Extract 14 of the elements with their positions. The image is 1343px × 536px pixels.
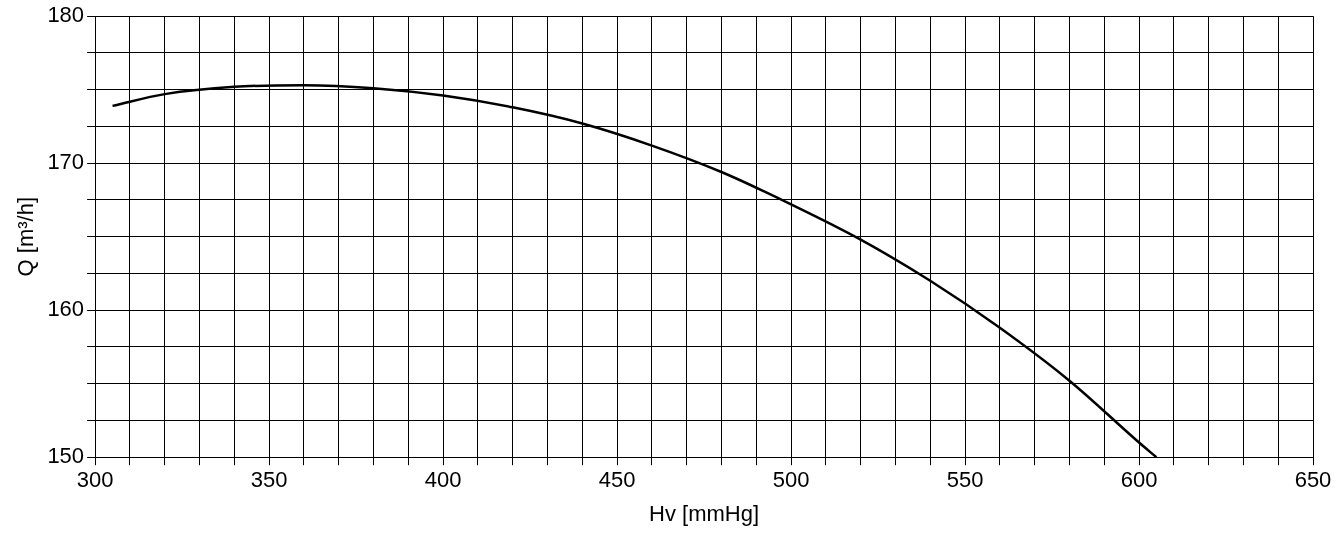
x-tick-label: 350 bbox=[250, 467, 288, 493]
y-tick-label: 180 bbox=[47, 2, 85, 28]
x-tick-label: 300 bbox=[76, 467, 114, 493]
x-axis-title: Hv [mmHg] bbox=[649, 500, 760, 526]
x-tick-label: 600 bbox=[1120, 467, 1158, 493]
y-tick-label: 170 bbox=[47, 149, 85, 175]
x-tick-label: 500 bbox=[772, 467, 810, 493]
x-tick-label: 400 bbox=[424, 467, 462, 493]
x-tick-label: 450 bbox=[598, 467, 636, 493]
x-tick-label: 650 bbox=[1294, 467, 1332, 493]
y-tick-label: 150 bbox=[47, 443, 85, 469]
y-tick-label: 160 bbox=[47, 296, 85, 322]
x-tick-label: 550 bbox=[946, 467, 984, 493]
y-axis-title: Q [m³/h] bbox=[13, 196, 39, 277]
